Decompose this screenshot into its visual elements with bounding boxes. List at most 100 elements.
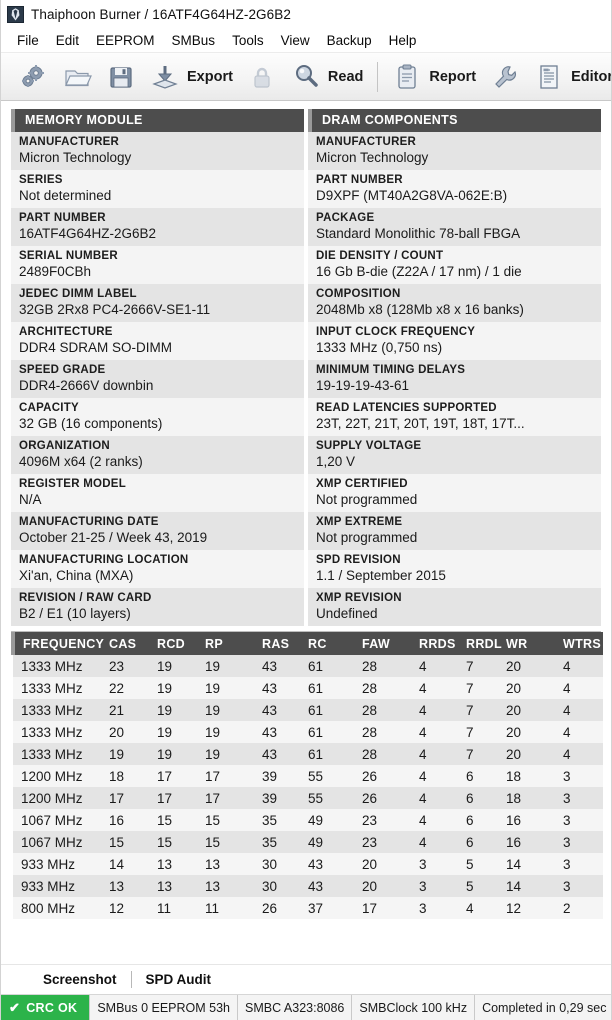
field-label: SPD REVISION bbox=[316, 554, 401, 566]
col-rc[interactable]: RC bbox=[300, 632, 354, 655]
table-row[interactable]: 1333 MHz 19 19 19 43 61 28 4 7 20 4 bbox=[13, 743, 603, 765]
read-button[interactable]: Read bbox=[284, 57, 370, 97]
field-value: N/A bbox=[19, 492, 42, 507]
tab-spd-audit[interactable]: SPD Audit bbox=[145, 972, 212, 987]
table-cell: 30 bbox=[254, 853, 300, 875]
table-row[interactable]: 1333 MHz 21 19 19 43 61 28 4 7 20 4 bbox=[13, 699, 603, 721]
field-value: 16 Gb B-die (Z22A / 17 nm) / 1 die bbox=[316, 264, 522, 279]
table-cell: 55 bbox=[300, 787, 354, 809]
table-cell: 20 bbox=[498, 721, 555, 743]
table-cell: 20 bbox=[498, 743, 555, 765]
table-cell: 5 bbox=[458, 853, 498, 875]
table-cell: 21 bbox=[101, 699, 149, 721]
table-cell: 28 bbox=[354, 699, 411, 721]
tab-screenshot[interactable]: Screenshot bbox=[43, 972, 117, 987]
col-rrds[interactable]: RRDS bbox=[411, 632, 458, 655]
table-cell: 26 bbox=[254, 897, 300, 919]
col-cas[interactable]: CAS bbox=[101, 632, 149, 655]
col-rp[interactable]: RP bbox=[197, 632, 254, 655]
table-cell: 6 bbox=[458, 831, 498, 853]
table-cell: 12 bbox=[498, 897, 555, 919]
table-cell: 4 bbox=[411, 699, 458, 721]
panel-dram-components-title: DRAM COMPONENTS bbox=[308, 109, 601, 132]
menu-item-view[interactable]: View bbox=[280, 32, 310, 48]
table-row[interactable]: 1067 MHz 15 15 15 35 49 23 4 6 16 3 bbox=[13, 831, 603, 853]
field-value: 16ATF4G64HZ-2G6B2 bbox=[19, 226, 157, 241]
window-title: Thaiphoon Burner / 16ATF4G64HZ-2G6B2 bbox=[31, 6, 291, 22]
report-button[interactable]: Report bbox=[385, 57, 483, 97]
menu-item-help[interactable]: Help bbox=[388, 32, 417, 48]
toolbar: Export Read bbox=[1, 53, 611, 101]
field-value: October 21-25 / Week 43, 2019 bbox=[19, 530, 208, 545]
menu-item-eeprom[interactable]: EEPROM bbox=[96, 32, 155, 48]
col-ras[interactable]: RAS bbox=[254, 632, 300, 655]
table-cell: 12 bbox=[101, 897, 149, 919]
table-cell: 3 bbox=[555, 787, 603, 809]
col-faw[interactable]: FAW bbox=[354, 632, 411, 655]
table-row[interactable]: 1333 MHz 20 19 19 43 61 28 4 7 20 4 bbox=[13, 721, 603, 743]
col-frequency[interactable]: FREQUENCY bbox=[11, 632, 104, 655]
editor-button[interactable]: Editor bbox=[527, 57, 611, 97]
table-cell: 43 bbox=[300, 875, 354, 897]
table-cell: 43 bbox=[300, 853, 354, 875]
table-cell: 23 bbox=[354, 809, 411, 831]
field-value: Not programmed bbox=[316, 530, 418, 545]
table-cell: 61 bbox=[300, 677, 354, 699]
table-cell: 19 bbox=[149, 699, 197, 721]
table-cell: 3 bbox=[555, 831, 603, 853]
col-wr[interactable]: WR bbox=[498, 632, 555, 655]
table-cell: 16 bbox=[101, 809, 149, 831]
open-button[interactable] bbox=[55, 57, 99, 97]
lock-button[interactable] bbox=[240, 57, 284, 97]
menu-item-smbus[interactable]: SMBus bbox=[171, 32, 216, 48]
table-row[interactable]: 800 MHz 12 11 11 26 37 17 3 4 12 2 bbox=[13, 897, 603, 919]
table-cell: 1200 MHz bbox=[13, 787, 101, 809]
table-row[interactable]: 1333 MHz 22 19 19 43 61 28 4 7 20 4 bbox=[13, 677, 603, 699]
table-row[interactable]: 933 MHz 14 13 13 30 43 20 3 5 14 3 bbox=[13, 853, 603, 875]
table-cell: 1067 MHz bbox=[13, 809, 101, 831]
col-rrdl[interactable]: RRDL bbox=[458, 632, 502, 655]
field-dram-part-number: PART NUMBER D9XPF (MT40A2G8VA-062E:B) bbox=[308, 170, 601, 208]
table-cell: 933 MHz bbox=[13, 853, 101, 875]
table-cell: 933 MHz bbox=[13, 875, 101, 897]
table-row[interactable]: 1067 MHz 16 15 15 35 49 23 4 6 16 3 bbox=[13, 809, 603, 831]
menu-item-edit[interactable]: Edit bbox=[55, 32, 80, 48]
table-row[interactable]: 1333 MHz 23 19 19 43 61 28 4 7 20 4 bbox=[13, 655, 603, 677]
field-xmp-certified: XMP CERTIFIED Not programmed bbox=[308, 474, 601, 512]
status-cell-smbc: SMBC A323:8086 bbox=[237, 995, 352, 1020]
table-row[interactable]: 1200 MHz 18 17 17 39 55 26 4 6 18 3 bbox=[13, 765, 603, 787]
field-spd-revision: SPD REVISION 1.1 / September 2015 bbox=[308, 550, 601, 588]
table-cell: 4 bbox=[411, 655, 458, 677]
table-cell: 17 bbox=[197, 787, 254, 809]
tools-button[interactable] bbox=[483, 57, 527, 97]
field-label: SERIAL NUMBER bbox=[19, 250, 118, 262]
field-value: 23T, 22T, 21T, 20T, 19T, 18T, 17T... bbox=[316, 416, 525, 431]
field-label: MINIMUM TIMING DELAYS bbox=[316, 364, 466, 376]
col-wtrs[interactable]: WTRS bbox=[555, 632, 603, 655]
field-die-density-count: DIE DENSITY / COUNT 16 Gb B-die (Z22A / … bbox=[308, 246, 601, 284]
field-label: XMP REVISION bbox=[316, 592, 402, 604]
table-cell: 20 bbox=[354, 875, 411, 897]
table-cell: 800 MHz bbox=[13, 897, 101, 919]
menu-item-tools[interactable]: Tools bbox=[232, 32, 264, 48]
export-button[interactable]: Export bbox=[143, 57, 240, 97]
table-cell: 7 bbox=[458, 743, 498, 765]
field-value: DDR4-2666V downbin bbox=[19, 378, 154, 393]
table-cell: 4 bbox=[411, 677, 458, 699]
field-label: SUPPLY VOLTAGE bbox=[316, 440, 422, 452]
field-value: 1.1 / September 2015 bbox=[316, 568, 446, 583]
menu-item-file[interactable]: File bbox=[17, 32, 39, 48]
table-row[interactable]: 1200 MHz 17 17 17 39 55 26 4 6 18 3 bbox=[13, 787, 603, 809]
save-button[interactable] bbox=[99, 57, 143, 97]
table-row[interactable]: 933 MHz 13 13 13 30 43 20 3 5 14 3 bbox=[13, 875, 603, 897]
col-rcd[interactable]: RCD bbox=[149, 632, 197, 655]
menu-item-backup[interactable]: Backup bbox=[326, 32, 372, 48]
table-cell: 3 bbox=[411, 853, 458, 875]
table-cell: 13 bbox=[197, 853, 254, 875]
settings-button[interactable] bbox=[11, 57, 55, 97]
field-part-number: PART NUMBER 16ATF4G64HZ-2G6B2 bbox=[11, 208, 304, 246]
field-value: D9XPF (MT40A2G8VA-062E:B) bbox=[316, 188, 508, 203]
status-crc-label: CRC OK bbox=[26, 1000, 78, 1015]
table-cell: 7 bbox=[458, 721, 498, 743]
field-value: 32GB 2Rx8 PC4-2666V-SE1-11 bbox=[19, 302, 211, 317]
